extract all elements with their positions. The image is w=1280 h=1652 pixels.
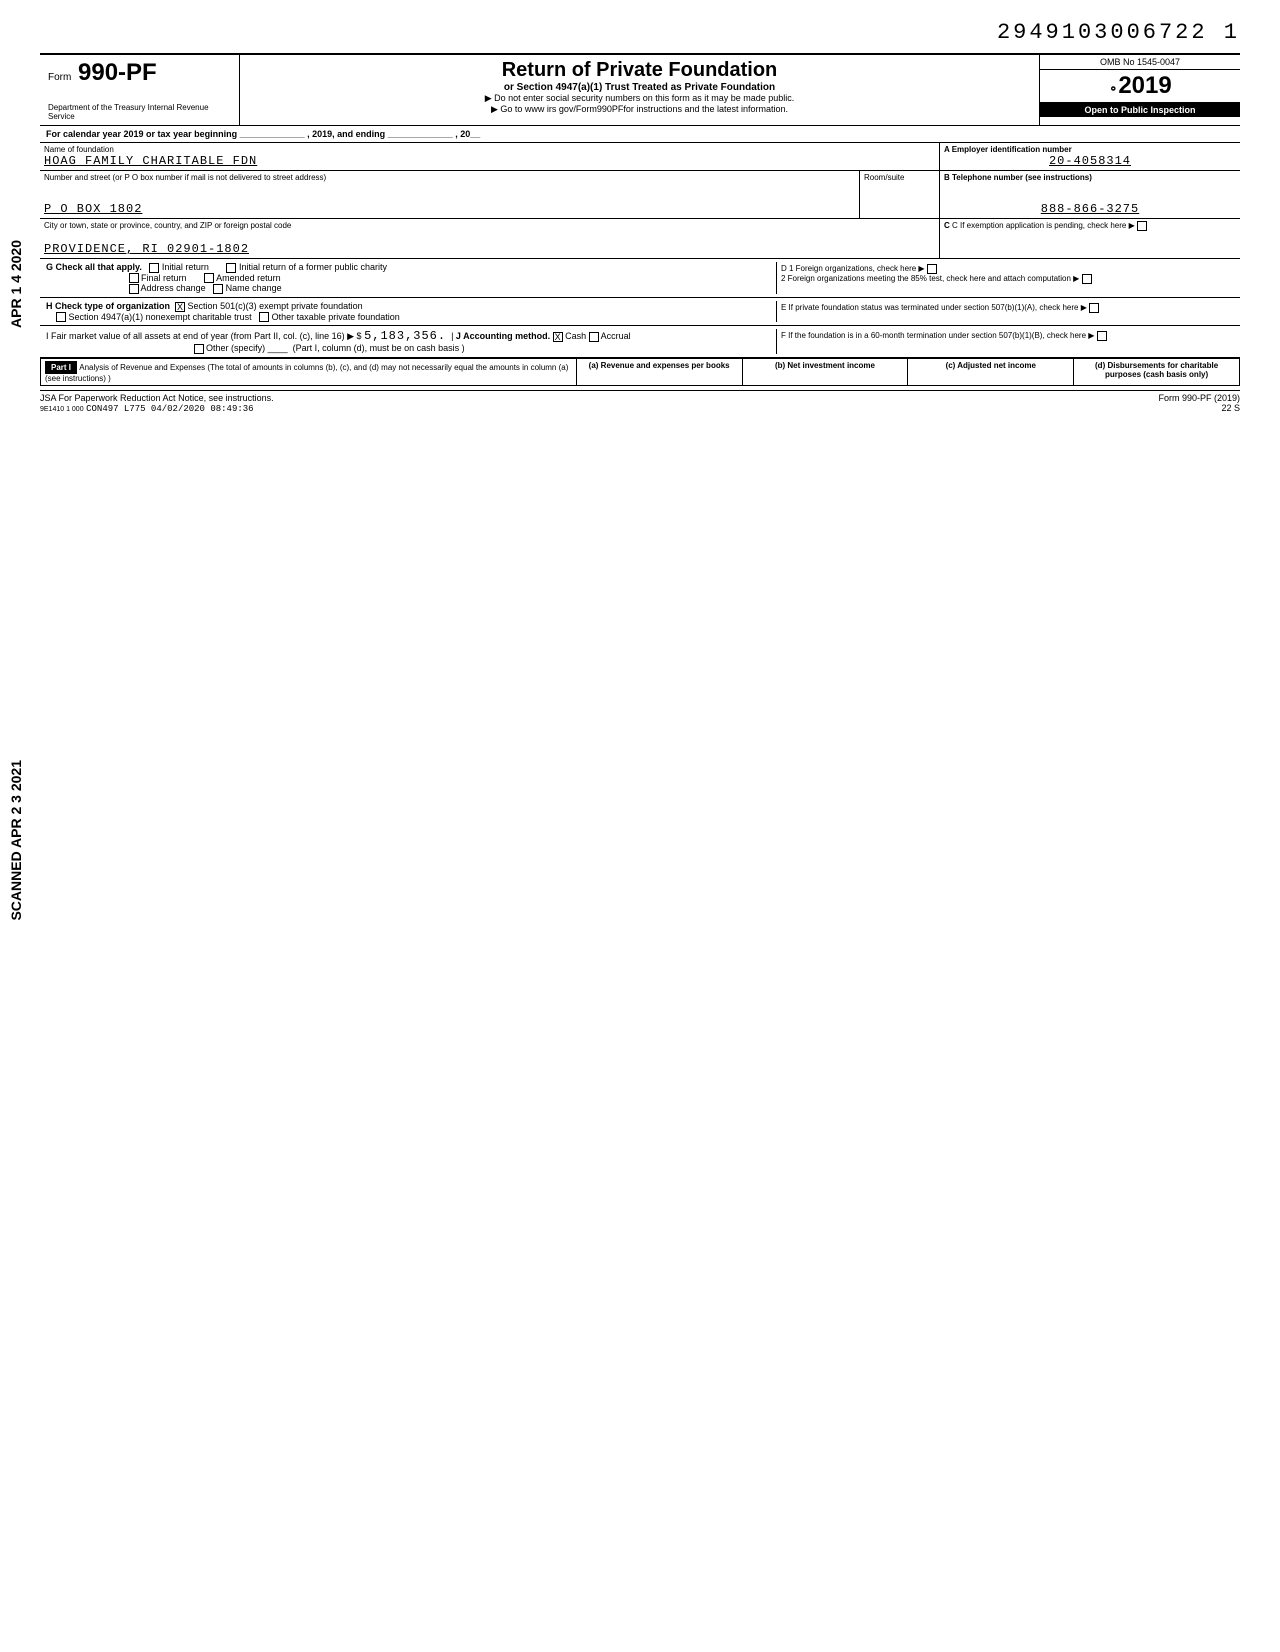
phone-label: B Telephone number (see instructions) [944,173,1236,182]
city-value: PROVIDENCE, RI 02901-1802 [44,242,935,256]
i-line-section: I Fair market value of all assets at end… [40,326,1240,358]
form-prefix: Form [48,72,71,83]
col-b-header: (b) Net investment income [742,358,908,385]
part1-title: Analysis of Revenue and Expenses (The to… [45,363,568,383]
form-ref: Form 990-PF (2019) [1158,393,1240,403]
part1-header: Part I [45,361,77,374]
pobox: P O BOX 1802 [44,202,855,216]
footer-code: 9E1410 1 000 [40,406,84,413]
addr-label: Number and street (or P O box number if … [44,173,855,182]
room-label: Room/suite [864,173,935,182]
i-label: I Fair market value of all assets at end… [46,331,362,341]
col-a-header: (a) Revenue and expenses per books [576,358,742,385]
col-d-header: (d) Disbursements for charitable purpose… [1074,358,1240,385]
f-label: F If the foundation is in a 60-month ter… [781,331,1086,340]
city-label: City or town, state or province, country… [44,221,935,230]
part1-table: Part I Analysis of Revenue and Expenses … [40,358,1240,386]
city-row: City or town, state or province, country… [40,219,1240,259]
h-opt1-check: X [175,302,185,312]
batch-info: CON497 L775 04/02/2020 08:49:36 [86,404,253,414]
warn-text: ▶ Do not enter social security numbers o… [244,93,1035,104]
omb-number: OMB No 1545-0047 [1040,55,1240,70]
dept-label: Department of the Treasury Internal Reve… [48,103,231,121]
e-label: E If private foundation status was termi… [781,303,1078,312]
name-row: Name of foundation HOAG FAMILY CHARITABL… [40,143,1240,171]
exemption-label: C C If exemption application is pending,… [944,221,1236,231]
address-row: Number and street (or P O box number if … [40,171,1240,219]
ein-label: A Employer identification number [944,145,1236,154]
col-c-header: (c) Adjusted net income [908,358,1074,385]
d2-label: 2 Foreign organizations meeting the 85% … [781,274,1071,283]
g-label: G Check all that apply. [46,262,142,272]
goto-text: ▶ Go to www irs gov/Form990PFfor instruc… [244,104,1035,115]
form-number: 990-PF [78,59,157,86]
ein-value: 20-4058314 [944,154,1236,168]
g-check-section: G Check all that apply. Initial return I… [40,259,1240,298]
d1-label: D 1 Foreign organizations, check here [781,264,916,273]
h-check-section: H Check type of organization X Section 5… [40,298,1240,326]
envelope-stamp: APR 1 4 2020 [8,240,24,328]
main-title: Return of Private Foundation [244,59,1035,82]
tax-year: ⚬2019 [1040,70,1240,103]
inspection-label: Open to Public Inspection [1040,103,1240,117]
jsa-notice: JSA For Paperwork Reduction Act Notice, … [40,393,274,403]
page-num: 22 S [1221,403,1240,413]
phone-value: 888-866-3275 [944,202,1236,216]
scanned-stamp: SCANNED APR 2 3 2021 [8,760,24,921]
document-number: 2949103006722 1 [40,20,1240,45]
fmv-value: 5,183,356. [364,329,446,343]
form-header: Form 990-PF Department of the Treasury I… [40,53,1240,126]
name-label: Name of foundation [44,145,935,154]
sub-title: or Section 4947(a)(1) Trust Treated as P… [244,82,1035,93]
footer: JSA For Paperwork Reduction Act Notice, … [40,390,1240,414]
h-label: H Check type of organization [46,301,170,311]
tax-year-line: For calendar year 2019 or tax year begin… [40,126,1240,143]
foundation-name: HOAG FAMILY CHARITABLE FDN [44,154,935,168]
